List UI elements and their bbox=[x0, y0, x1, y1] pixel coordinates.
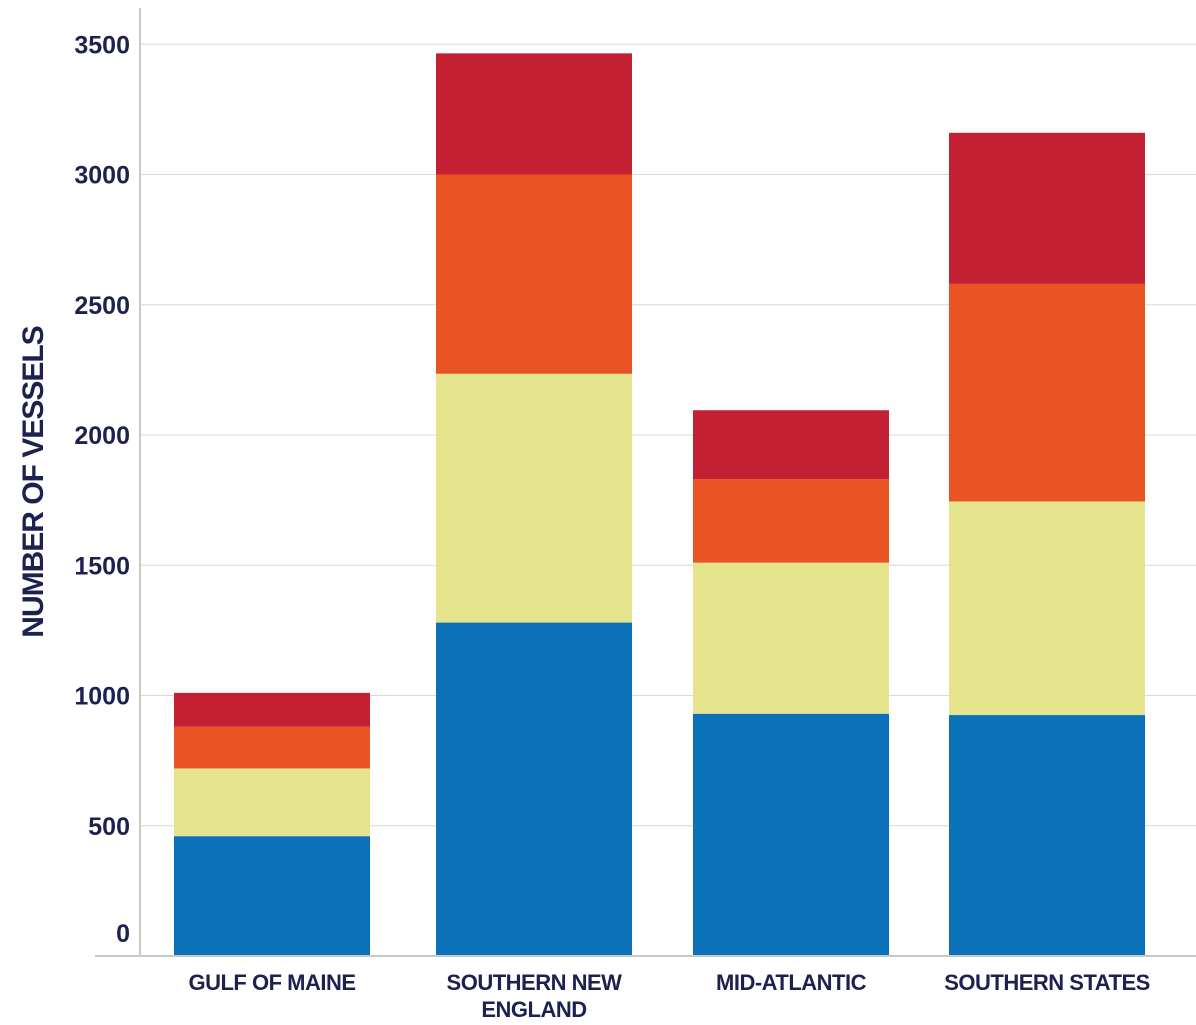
axes bbox=[95, 8, 1196, 957]
y-tick-label: 1000 bbox=[74, 683, 130, 711]
bar-segment bbox=[174, 768, 370, 837]
x-category-label: MID-ATLANTIC bbox=[716, 970, 867, 995]
x-category-labels: GULF OF MAINE SOUTHERN NEW ENGLAND MID-ATLA… bbox=[188, 970, 1150, 1022]
bar-segment bbox=[174, 726, 370, 769]
bar-segment bbox=[949, 283, 1145, 502]
bar-segment bbox=[436, 622, 632, 956]
bar-segment bbox=[693, 713, 889, 956]
bar-segment bbox=[436, 174, 632, 374]
bar-segment bbox=[693, 479, 889, 563]
y-tick-label: 0 bbox=[116, 920, 130, 948]
x-category-label: GULF OF MAINE bbox=[188, 970, 355, 995]
bar-segment bbox=[949, 715, 1145, 956]
y-tick-label: 2000 bbox=[74, 422, 130, 450]
y-tick-label: 3500 bbox=[74, 31, 130, 59]
bar-segment bbox=[693, 562, 889, 714]
x-category-label: SOUTHERN NEW ENGLAND bbox=[447, 970, 623, 1022]
bar-segment bbox=[436, 53, 632, 175]
bar-segment bbox=[949, 501, 1145, 716]
bar-segment bbox=[693, 410, 889, 480]
y-tick-label: 2500 bbox=[74, 292, 130, 320]
bar-segment bbox=[949, 132, 1145, 284]
bar-segment bbox=[174, 836, 370, 956]
bar-segment bbox=[436, 373, 632, 623]
bars bbox=[174, 53, 1145, 956]
y-tick-label: 1500 bbox=[74, 552, 130, 580]
y-tick-labels: 0 500 1000 1500 2000 2500 3000 3500 bbox=[74, 31, 130, 948]
bar-segment bbox=[174, 692, 370, 727]
y-tick-label: 500 bbox=[88, 813, 130, 841]
y-axis-title: NUMBER OF VESSELS bbox=[17, 326, 50, 637]
y-tick-label: 3000 bbox=[74, 162, 130, 190]
x-category-label: SOUTHERN STATES bbox=[944, 970, 1150, 995]
